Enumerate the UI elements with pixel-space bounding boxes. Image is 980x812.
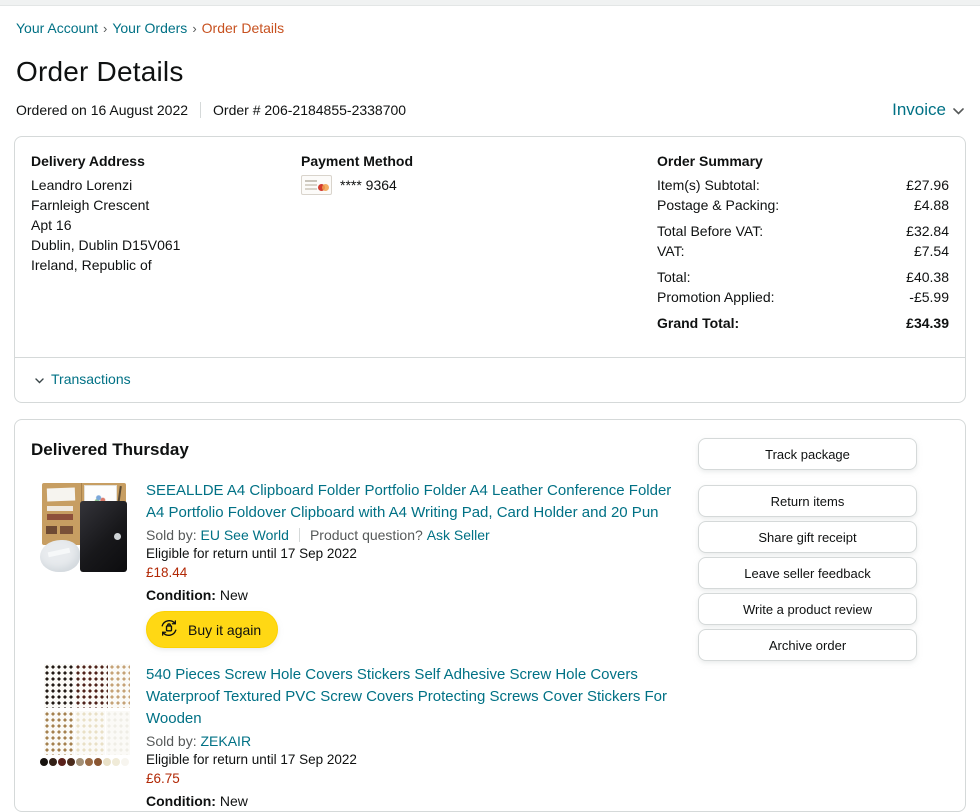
summary-row: Total: £40.38 — [657, 267, 949, 287]
order-actions: Track package Return items Share gift re… — [698, 438, 917, 811]
transactions-expander[interactable]: Transactions — [15, 357, 965, 402]
summary-value: £32.84 — [906, 223, 949, 239]
seller-link[interactable]: ZEKAIR — [200, 733, 252, 749]
condition-value: New — [219, 587, 248, 603]
order-info-box: Delivery Address Leandro Lorenzi Farnlei… — [14, 136, 966, 403]
summary-grand-total-row: Grand Total: £34.39 — [657, 313, 949, 333]
summary-value: £27.96 — [906, 177, 949, 193]
condition-line: Condition: New — [146, 587, 674, 603]
summary-label: VAT: — [657, 243, 685, 259]
summary-value: -£5.99 — [909, 289, 949, 305]
order-summary-section: Order Summary Item(s) Subtotal: £27.96 P… — [657, 153, 949, 333]
leave-seller-feedback-button[interactable]: Leave seller feedback — [698, 557, 917, 589]
chevron-down-icon — [35, 371, 44, 387]
ask-seller-link[interactable]: Ask Seller — [426, 527, 490, 543]
summary-label: Total Before VAT: — [657, 223, 764, 239]
breadcrumb-order-details: Order Details — [201, 20, 285, 36]
product-title-link[interactable]: SEEALLDE A4 Clipboard Folder Portfolio F… — [146, 482, 672, 521]
summary-value: £40.38 — [906, 269, 949, 285]
condition-label: Condition: — [146, 587, 216, 603]
seller-line: Sold by: EU See World Product question? … — [146, 527, 674, 543]
delivery-address-section: Delivery Address Leandro Lorenzi Farnlei… — [31, 153, 301, 333]
summary-value: £34.39 — [906, 315, 949, 331]
share-gift-receipt-button[interactable]: Share gift receipt — [698, 521, 917, 553]
product-question-label: Product question? — [309, 527, 423, 543]
top-nav-edge — [0, 0, 980, 6]
breadcrumb: Your Account › Your Orders › Order Details — [16, 20, 964, 36]
sold-by-label: Sold by: — [146, 527, 197, 543]
order-summary-heading: Order Summary — [657, 153, 763, 169]
summary-label: Grand Total: — [657, 315, 740, 331]
product-image-screw-hole-stickers[interactable] — [40, 664, 130, 766]
return-eligibility: Eligible for return until 17 Sep 2022 — [146, 546, 357, 561]
summary-label: Total: — [657, 269, 691, 285]
page-title: Order Details — [16, 56, 184, 87]
archive-order-button[interactable]: Archive order — [698, 629, 917, 661]
credit-card-icon — [301, 175, 332, 195]
seller-link[interactable]: EU See World — [200, 527, 289, 543]
divider — [200, 102, 202, 118]
transactions-link: Transactions — [51, 371, 131, 387]
order-number: Order # 206-2184855-2338700 — [213, 102, 407, 118]
buy-again-label: Buy it again — [188, 621, 262, 638]
card-last-digits: **** 9364 — [340, 177, 397, 193]
track-package-button[interactable]: Track package — [698, 438, 917, 470]
summary-row: Postage & Packing: £4.88 — [657, 195, 949, 215]
condition-line: Condition: New — [146, 793, 674, 809]
address-line: Ireland, Republic of — [31, 257, 152, 273]
delivery-status: Delivered Thursday — [31, 440, 189, 459]
delivery-address-heading: Delivery Address — [31, 153, 145, 169]
breadcrumb-separator: › — [192, 21, 197, 36]
sticker-dots-swatch — [40, 758, 129, 766]
invoice-label: Invoice — [892, 100, 946, 119]
product-image-clipboard-folder[interactable] — [40, 480, 130, 580]
return-eligibility: Eligible for return until 17 Sep 2022 — [146, 752, 357, 767]
address-line: Dublin, Dublin D15V061 — [31, 237, 181, 253]
write-product-review-button[interactable]: Write a product review — [698, 593, 917, 625]
breadcrumb-your-orders[interactable]: Your Orders — [112, 20, 188, 36]
order-item: SEEALLDE A4 Clipboard Folder Portfolio F… — [40, 480, 674, 648]
payment-method-section: Payment Method **** 9364 — [301, 153, 657, 333]
shipment-box: Delivered Thursday SEEALLDE A4 Clipboard… — [14, 419, 966, 812]
divider — [298, 528, 300, 542]
summary-value: £7.54 — [913, 243, 949, 259]
product-price: £18.44 — [146, 565, 188, 580]
seller-line: Sold by: ZEKAIR — [146, 733, 674, 749]
summary-row: Promotion Applied: -£5.99 — [657, 287, 949, 307]
summary-label: Item(s) Subtotal: — [657, 177, 760, 193]
condition-value: New — [219, 793, 248, 809]
breadcrumb-your-account[interactable]: Your Account — [16, 20, 98, 36]
order-details-page: Your Account › Your Orders › Order Details O… — [0, 20, 980, 812]
return-items-button[interactable]: Return items — [698, 485, 917, 517]
product-price: £6.75 — [146, 771, 180, 786]
breadcrumb-separator: › — [103, 21, 108, 36]
summary-value: £4.88 — [913, 197, 949, 213]
summary-row: Total Before VAT: £32.84 — [657, 221, 949, 241]
address-line: Apt 16 — [31, 217, 72, 233]
summary-label: Promotion Applied: — [657, 289, 775, 305]
order-meta: Ordered on 16 August 2022 Order # 206-21… — [16, 100, 964, 120]
summary-row: Item(s) Subtotal: £27.96 — [657, 175, 949, 195]
product-title-link[interactable]: 540 Pieces Screw Hole Covers Stickers Se… — [146, 666, 668, 727]
ordered-on-date: Ordered on 16 August 2022 — [16, 102, 189, 118]
sold-by-label: Sold by: — [146, 733, 197, 749]
chevron-down-icon — [953, 100, 964, 120]
condition-label: Condition: — [146, 793, 216, 809]
buy-it-again-button[interactable]: Buy it again — [146, 611, 279, 648]
summary-label: Postage & Packing: — [657, 197, 780, 213]
summary-row: VAT: £7.54 — [657, 241, 949, 261]
address-line: Leandro Lorenzi — [31, 177, 133, 193]
order-item: 540 Pieces Screw Hole Covers Stickers Se… — [40, 664, 674, 811]
address-line: Farnleigh Crescent — [31, 197, 150, 213]
invoice-button[interactable]: Invoice — [892, 100, 964, 120]
buy-again-icon — [158, 617, 180, 642]
payment-method-heading: Payment Method — [301, 153, 414, 169]
